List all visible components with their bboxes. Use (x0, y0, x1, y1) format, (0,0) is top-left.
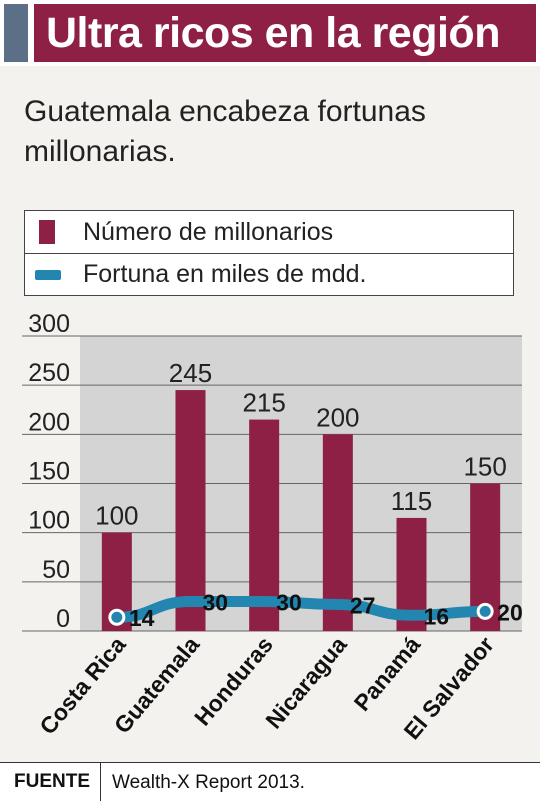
header-accent-block (4, 4, 28, 62)
line-series (111, 595, 491, 623)
line-value-label: 20 (497, 599, 523, 625)
bar (175, 390, 206, 631)
header-bar (34, 4, 536, 62)
footer-source-text: Wealth-X Report 2013. (112, 772, 305, 793)
footer-divider (100, 763, 101, 801)
bar-value-label: 100 (95, 501, 138, 531)
y-tick-label: 200 (28, 408, 70, 436)
y-tick-label: 50 (42, 556, 70, 584)
bar-value-label: 245 (169, 358, 212, 388)
bar-value-label: 150 (463, 452, 506, 482)
chart: 0 50 100 150 200 250 300 100 245 215 200 115 150 14 30… (22, 310, 523, 744)
y-tick-label: 100 (28, 507, 70, 535)
bar (322, 434, 353, 631)
line-point-marker (108, 608, 126, 626)
y-tick-label: 0 (56, 605, 70, 633)
line-value-label: 14 (129, 605, 155, 631)
x-tick-label: Panamá (349, 631, 426, 715)
y-tick-label: 250 (28, 359, 70, 387)
y-tick-label: 150 (28, 458, 70, 486)
legend-label-line: Fortuna en miles de mdd. (83, 260, 367, 288)
header: Ultra ricos en la región (0, 0, 540, 66)
footer: FUENTE Wealth-X Report 2013. (0, 762, 540, 801)
bar (249, 419, 280, 631)
legend-item-bars: Número de millonarios (25, 211, 513, 254)
line-value-label: 30 (203, 590, 229, 616)
line-value-label: 27 (350, 592, 376, 618)
bar-swatch-icon (39, 220, 55, 244)
bar-value-label: 200 (316, 402, 359, 432)
y-tick-label: 300 (28, 310, 70, 338)
line-point-marker (476, 602, 494, 620)
footer-source-label: FUENTE (14, 771, 90, 792)
chart-subtitle: Guatemala encabeza fortunas millonarias. (24, 95, 426, 168)
legend-label-bars: Número de millonarios (83, 218, 334, 246)
line-swatch-icon (35, 270, 61, 280)
line-value-label: 16 (424, 603, 450, 629)
line-value-label: 30 (276, 590, 302, 616)
legend-item-line: Fortuna en miles de mdd. (25, 253, 513, 295)
page-title: Ultra ricos en la región (46, 9, 500, 57)
legend: Número de millonarios Fortuna en miles d… (24, 210, 514, 296)
bar-value-label: 115 (391, 486, 432, 516)
bar-value-label: 215 (242, 388, 285, 418)
